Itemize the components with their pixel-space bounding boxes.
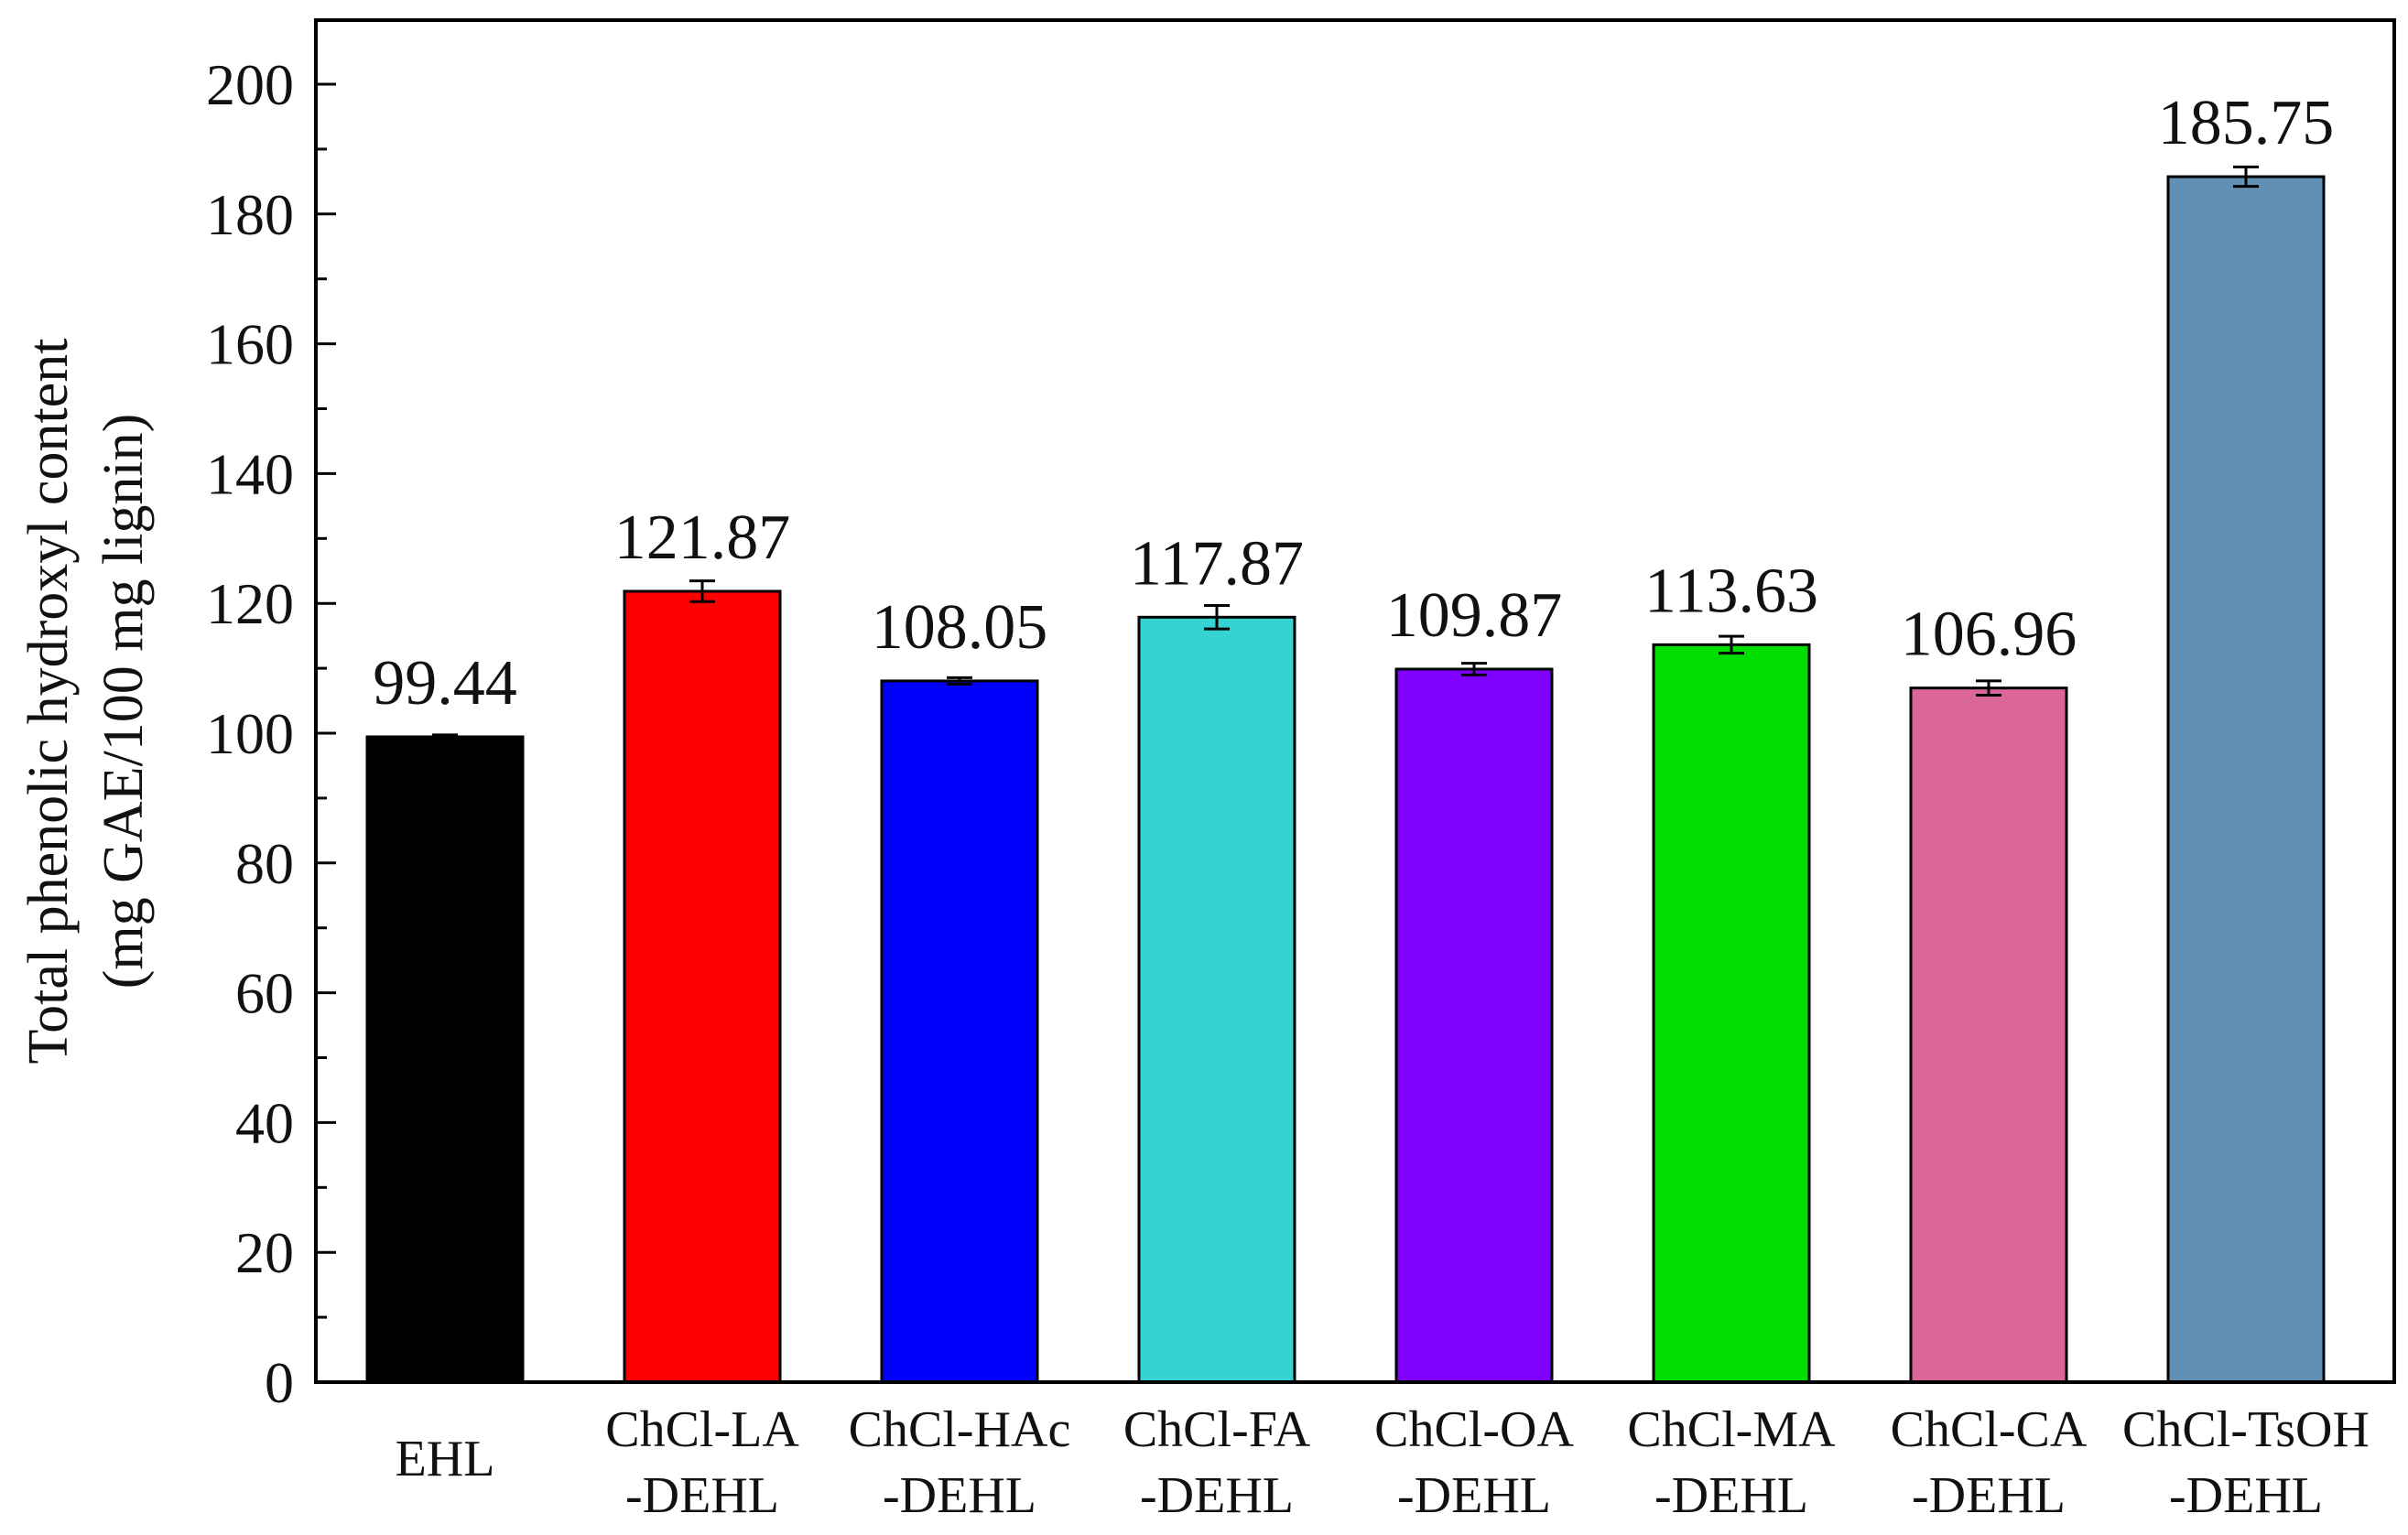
- y-axis-title-line2: (mg GAE/100 mg lignin): [92, 414, 155, 989]
- y-tick-label-60: 60: [235, 961, 294, 1026]
- x-tick-label-line: ChCl-LA: [605, 1401, 799, 1458]
- bars-layer: [365, 165, 2326, 1384]
- x-tick-label-7: ChCl-TsOH -DEHL: [2122, 1401, 2370, 1524]
- x-tick-label-line: ChCl-CA: [1891, 1401, 2088, 1458]
- x-tick-label-line: -DEHL: [1397, 1467, 1551, 1524]
- x-tick-label-line: ChCl-HAc: [849, 1401, 1071, 1458]
- x-tick-label-5: ChCl-MA -DEHL: [1627, 1401, 1836, 1524]
- x-tick-label-line: ChCl-MA: [1627, 1401, 1836, 1458]
- x-tick-label-0: EHL: [396, 1431, 495, 1487]
- data-label-1: 121.87: [614, 503, 791, 573]
- y-tick-label-100: 100: [206, 701, 294, 766]
- y-tick-label-200: 200: [206, 52, 294, 117]
- x-tick-label-line: -DEHL: [1140, 1467, 1294, 1524]
- bar-7: [2166, 175, 2326, 1384]
- y-tick-label-140: 140: [206, 441, 294, 506]
- data-label-6: 106.96: [1901, 600, 2077, 670]
- data-label-7: 185.75: [2158, 88, 2335, 158]
- data-label-0: 99.44: [373, 648, 517, 719]
- bar-1: [623, 589, 782, 1384]
- plot-frame: [314, 18, 2396, 1384]
- data-labels: 99.44 121.87 108.05 117.87 109.87 113.63 106.9…: [373, 88, 2334, 719]
- y-tick-label-80: 80: [235, 831, 294, 896]
- x-tick-label-1: ChCl-LA -DEHL: [605, 1401, 799, 1524]
- y-tick-label-160: 160: [206, 312, 294, 377]
- data-label-3: 117.87: [1130, 528, 1304, 599]
- x-tick-label-3: ChCl-FA -DEHL: [1123, 1401, 1311, 1524]
- bar-2: [880, 679, 1039, 1384]
- x-axis: EHL ChCl-LA -DEHL ChCl-HAc -DEHL ChCl-FA -DEHL…: [396, 1401, 2370, 1524]
- x-tick-label-line: -DEHL: [1912, 1467, 2066, 1524]
- bar-6: [1909, 686, 2068, 1384]
- x-tick-label-6: ChCl-CA -DEHL: [1891, 1401, 2088, 1524]
- bar-4: [1394, 667, 1554, 1384]
- bar-0: [365, 735, 525, 1384]
- y-axis: 0 20 40 60 80 100 120 140 160 180 200: [206, 52, 336, 1415]
- bar-5: [1652, 643, 1811, 1384]
- data-label-5: 113.63: [1644, 556, 1818, 626]
- x-tick-label-2: ChCl-HAc -DEHL: [849, 1401, 1071, 1524]
- bar-3: [1137, 615, 1296, 1384]
- x-tick-label-line: -DEHL: [625, 1467, 779, 1524]
- y-tick-label-20: 20: [235, 1220, 294, 1285]
- x-tick-label-line: ChCl-TsOH: [2122, 1401, 2370, 1458]
- x-tick-label-4: ChCl-OA -DEHL: [1374, 1401, 1574, 1524]
- x-tick-label-line: ChCl-FA: [1123, 1401, 1311, 1458]
- y-tick-label-180: 180: [206, 182, 294, 247]
- y-tick-label-40: 40: [235, 1090, 294, 1155]
- y-tick-label-120: 120: [206, 571, 294, 636]
- x-tick-label-line: -DEHL: [1654, 1467, 1808, 1524]
- x-tick-label-line: -DEHL: [2169, 1467, 2323, 1524]
- y-tick-label-0: 0: [265, 1350, 294, 1415]
- x-tick-label-line: ChCl-OA: [1374, 1401, 1574, 1458]
- data-label-2: 108.05: [872, 592, 1048, 663]
- data-label-4: 109.87: [1386, 580, 1563, 651]
- y-axis-title-line1: Total phenolic hydroxyl content: [17, 339, 80, 1065]
- x-tick-label-line: -DEHL: [883, 1467, 1036, 1524]
